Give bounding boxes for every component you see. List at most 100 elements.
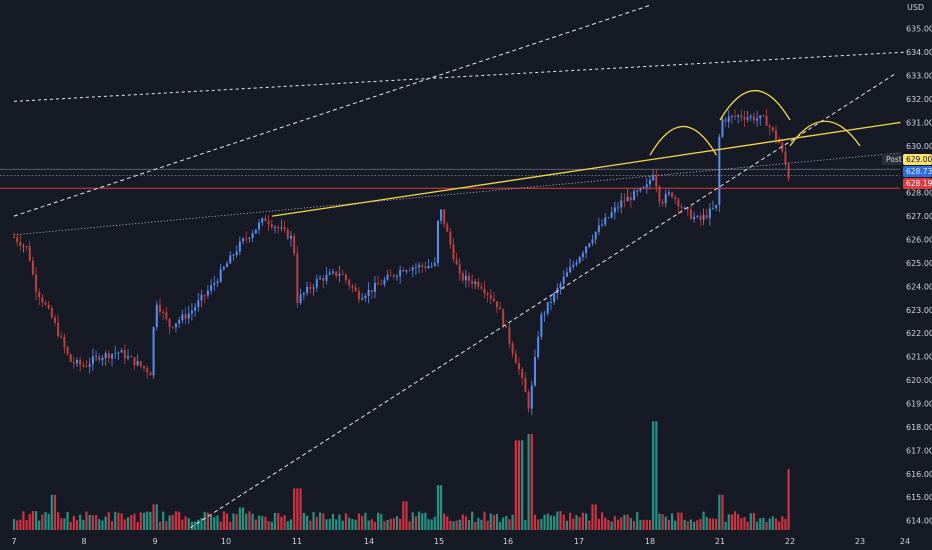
volume-bar — [686, 521, 689, 530]
volume-bar — [273, 512, 277, 530]
candlesticks — [13, 109, 790, 415]
candle-body — [696, 216, 699, 217]
candle-body — [88, 364, 91, 367]
candle-body — [518, 363, 521, 370]
volume-bar — [171, 514, 174, 530]
candle-body — [521, 369, 524, 378]
yellow-arc[interactable] — [719, 90, 791, 121]
candle-body — [553, 292, 556, 303]
volume-bar — [492, 515, 495, 530]
candle-body — [649, 180, 651, 185]
volume-bar — [241, 507, 245, 530]
candle-body — [787, 164, 790, 179]
volume-bar — [152, 504, 155, 530]
volume-bar — [414, 516, 417, 530]
candle-body — [591, 239, 594, 244]
candle-body — [354, 287, 357, 292]
candle-body — [232, 255, 235, 256]
volume-bar — [277, 513, 280, 530]
dotted-trendline[interactable] — [13, 152, 901, 236]
volume-bar — [165, 521, 168, 530]
volume-bar — [629, 518, 632, 530]
volume-bar — [458, 519, 461, 530]
price-tick-label: 632.00 — [906, 95, 932, 104]
candle-body — [261, 218, 264, 223]
dashed-trendline-flat[interactable] — [13, 51, 906, 102]
candle-body — [664, 194, 667, 204]
time-tick-label: 21 — [715, 537, 725, 546]
time-scale-panel[interactable] — [0, 532, 932, 550]
candle-body — [104, 353, 107, 359]
price-tick-label: 622.00 — [906, 329, 932, 338]
candle-body — [655, 175, 658, 187]
volume-bar — [778, 521, 781, 530]
candle-body — [613, 207, 616, 213]
volume-bar — [540, 518, 543, 530]
volume-bar — [623, 514, 626, 530]
volume-bar — [461, 514, 464, 530]
post-label-box — [882, 154, 902, 165]
volume-bar — [446, 516, 449, 530]
candle-body — [749, 116, 752, 118]
candle-body — [149, 372, 152, 376]
volume-bar — [130, 515, 133, 530]
candle-body — [229, 255, 232, 264]
volume-bar — [69, 521, 72, 530]
volume-bar — [229, 521, 232, 530]
volume-bar — [683, 520, 686, 530]
volume-bar — [19, 519, 22, 530]
candle-body — [370, 289, 373, 292]
volume-bar — [730, 514, 733, 530]
candle-body — [556, 288, 559, 293]
volume-bar — [594, 504, 597, 530]
volume-bar — [604, 517, 607, 530]
volume-bar — [645, 519, 648, 530]
volume-bar — [517, 440, 521, 530]
volume-bar — [530, 434, 533, 530]
candle-body — [765, 115, 768, 126]
candle-body — [597, 225, 600, 232]
volume-bar — [480, 519, 483, 530]
candle-body — [408, 270, 411, 272]
price-tick-label: 634.00 — [906, 48, 932, 57]
volume-bar — [607, 519, 610, 530]
volume-bar — [79, 514, 82, 530]
candle-body — [449, 231, 452, 245]
volume-bar — [549, 515, 553, 530]
volume-bar — [357, 513, 361, 530]
candle-body — [280, 227, 283, 229]
candle-body — [455, 259, 458, 265]
volume-bar — [370, 519, 373, 530]
yellow-arc[interactable] — [649, 126, 718, 156]
candle-body — [471, 280, 474, 284]
candle-body — [222, 267, 225, 270]
candle-body — [671, 192, 674, 198]
volume-bar — [354, 519, 357, 530]
yellow-arc[interactable] — [789, 120, 861, 147]
volume-bar — [699, 518, 702, 530]
candle-body — [427, 266, 430, 269]
price-tick-label: 616.00 — [906, 470, 932, 479]
candle-body — [315, 279, 318, 288]
volume-bar — [289, 519, 293, 530]
candle-body — [72, 361, 75, 364]
volume-bar — [206, 512, 209, 530]
volume-bar — [44, 512, 47, 530]
time-tick-label: 8 — [81, 537, 86, 546]
volume-bar — [514, 440, 517, 530]
candle-body — [213, 283, 216, 286]
candle-body — [578, 257, 581, 263]
candle-body — [483, 288, 486, 294]
candle-body — [210, 285, 213, 291]
candle-body — [620, 200, 623, 208]
candle-body — [724, 118, 727, 122]
price-scale-panel[interactable] — [900, 0, 932, 532]
post-price-text: 629.00 — [906, 155, 932, 164]
candle-body — [540, 314, 543, 337]
volume-bar — [194, 521, 197, 530]
candle-body — [581, 252, 584, 258]
drawing-tools[interactable] — [0, 4, 906, 529]
volume-bar — [344, 513, 348, 530]
volume-bar — [88, 514, 91, 530]
